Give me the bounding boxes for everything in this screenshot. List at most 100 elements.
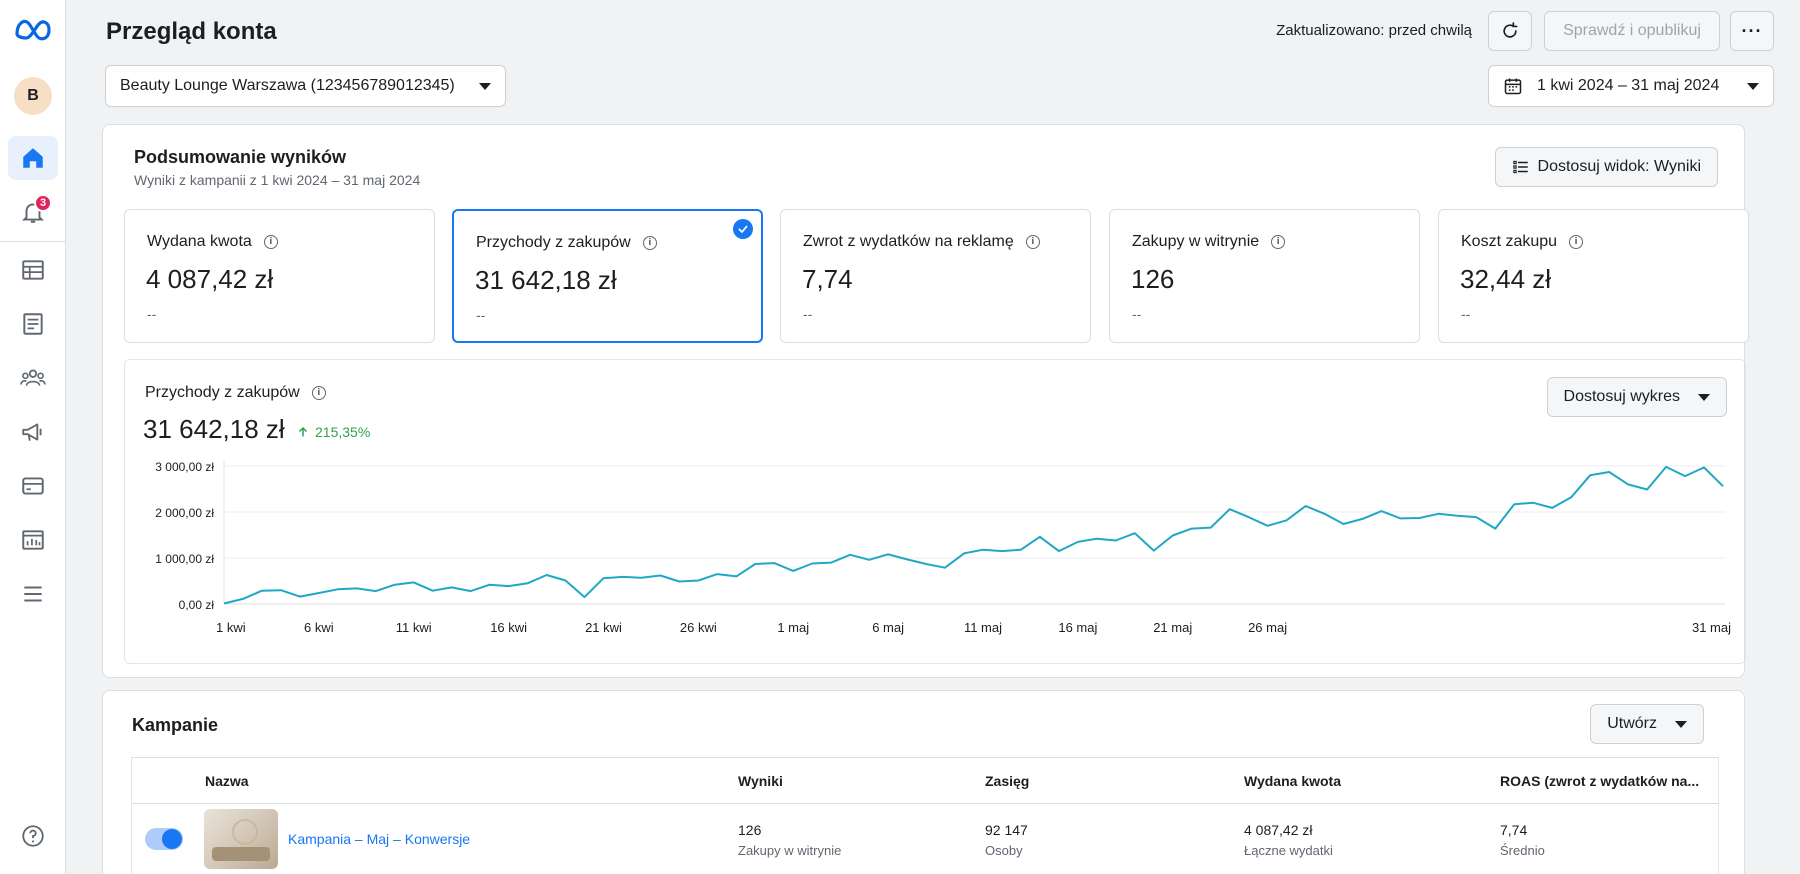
campaigns-title: Kampanie: [132, 715, 219, 735]
results-value: 126: [738, 822, 762, 838]
column-header-reach[interactable]: Zasięg: [985, 773, 1030, 789]
metric-label: Wydana kwota: [147, 233, 252, 250]
notification-badge: 3: [34, 194, 52, 212]
metric-card-roas[interactable]: Zwrot z wydatków na reklamę i 7,74 --: [780, 209, 1091, 343]
news-icon: [23, 313, 43, 335]
sidebar-item-audiences[interactable]: [8, 356, 58, 400]
info-icon[interactable]: i: [263, 235, 278, 249]
meta-logo[interactable]: [13, 16, 53, 44]
roas-sub: Średnio: [1500, 843, 1545, 858]
create-button[interactable]: Utwórz: [1590, 704, 1704, 744]
metric-label: Zwrot z wydatków na reklamę: [803, 233, 1014, 250]
column-header-spend[interactable]: Wydana kwota: [1244, 773, 1341, 789]
list-settings-icon: [1512, 160, 1528, 174]
billing-icon: [22, 477, 44, 495]
metric-card-spend[interactable]: Wydana kwota i 4 087,42 zł --: [124, 209, 435, 343]
refresh-icon: [1503, 22, 1518, 38]
column-header-results[interactable]: Wyniki: [738, 773, 783, 789]
x-tick-label: 21 kwi: [585, 620, 622, 635]
info-icon[interactable]: i: [1025, 235, 1040, 249]
column-header-roas[interactable]: ROAS (zwrot z wydatków na...: [1500, 773, 1700, 789]
chart-delta-value: 215,35%: [315, 424, 371, 440]
chevron-down-icon: [1698, 393, 1710, 401]
sidebar-item-reports[interactable]: [8, 518, 58, 562]
review-publish-button[interactable]: Sprawdź i opublikuj: [1544, 11, 1720, 51]
arrow-up-icon: [298, 426, 308, 437]
customize-chart-label: Dostosuj wykres: [1563, 388, 1680, 405]
megaphone-icon: [22, 423, 42, 441]
info-icon[interactable]: i: [642, 236, 657, 250]
sidebar-item-billing[interactable]: [8, 464, 58, 508]
metric-delta: --: [1132, 306, 1142, 322]
chevron-down-icon: [1747, 82, 1759, 90]
date-range-select[interactable]: 1 kwi 2024 – 31 maj 2024: [1488, 65, 1774, 107]
account-select-label: Beauty Lounge Warszawa (123456789012345): [120, 77, 455, 94]
updated-status: Zaktualizowano: przed chwilą: [1276, 22, 1472, 39]
x-tick-label: 21 maj: [1153, 620, 1192, 635]
column-header-name[interactable]: Nazwa: [205, 773, 249, 789]
calendar-icon: [1504, 78, 1522, 95]
info-icon[interactable]: i: [1569, 235, 1584, 249]
home-icon: [23, 148, 43, 168]
performance-summary-card: Podsumowanie wyników Wyniki z kampanii z…: [102, 124, 1749, 678]
metric-value: 31 642,18 zł: [475, 265, 617, 295]
customize-view-button[interactable]: Dostosuj widok: Wyniki: [1494, 147, 1718, 187]
metric-value: 32,44 zł: [1460, 264, 1552, 294]
sidebar-divider: [0, 241, 66, 242]
metric-delta: --: [476, 307, 486, 323]
x-tick-label: 26 kwi: [680, 620, 717, 635]
spend-value: 4 087,42 zł: [1244, 822, 1313, 838]
metric-value: 126: [1131, 264, 1175, 294]
sidebar-item-all-tools[interactable]: [8, 572, 58, 616]
summary-subtitle: Wyniki z kampanii z 1 kwi 2024 – 31 maj …: [134, 172, 421, 188]
x-tick-label: 6 maj: [872, 620, 904, 635]
sidebar-item-campaigns[interactable]: [8, 410, 58, 454]
more-options-button[interactable]: ···: [1730, 11, 1774, 51]
campaigns-card: Kampanie Utwórz Nazwa Wyniki Zasięg Wyda…: [102, 690, 1745, 874]
y-tick-label: 3 000,00 zł: [155, 460, 214, 474]
avatar[interactable]: B: [14, 77, 52, 115]
reach-value: 92 147: [985, 822, 1028, 838]
help-icon: [22, 825, 44, 847]
series-line[interactable]: [223, 465, 1724, 605]
chevron-down-icon: [479, 82, 491, 90]
cell-spend: 4 087,42 zł Łączne wydatki: [1244, 822, 1333, 858]
x-tick-label: 31 maj: [1692, 620, 1731, 635]
metric-delta: --: [1461, 306, 1471, 322]
x-tick-label: 1 kwi: [216, 620, 246, 635]
sidebar-item-ads-manager[interactable]: [8, 248, 58, 292]
metric-card-cost-per-purchase[interactable]: Koszt zakupu i 32,44 zł --: [1438, 209, 1749, 343]
page-title: Przegląd konta: [106, 18, 277, 45]
campaign-toggle[interactable]: [145, 828, 183, 850]
account-select[interactable]: Beauty Lounge Warszawa (123456789012345): [105, 65, 506, 107]
refresh-button[interactable]: [1488, 11, 1532, 51]
info-icon[interactable]: i: [311, 386, 326, 400]
create-label: Utwórz: [1607, 715, 1657, 732]
reach-sub: Osoby: [985, 843, 1023, 858]
x-tick-label: 11 maj: [964, 620, 1002, 635]
x-tick-label: 16 kwi: [490, 620, 527, 635]
roas-value: 7,74: [1500, 822, 1528, 838]
y-tick-label: 2 000,00 zł: [155, 506, 214, 520]
customize-view-label: Dostosuj widok: Wyniki: [1537, 158, 1701, 175]
table-row[interactable]: Kampania – Maj – Konwersje 126 Zakupy w …: [132, 804, 1718, 874]
x-tick-label: 16 maj: [1058, 620, 1097, 635]
campaign-thumbnail: [204, 809, 278, 869]
menu-icon: [24, 586, 42, 602]
metric-card-purchase-revenue[interactable]: Przychody z zakupów i 31 642,18 zł --: [452, 209, 763, 343]
metric-card-website-purchases[interactable]: Zakupy w witrynie i 126 --: [1109, 209, 1420, 343]
sidebar-item-home[interactable]: [8, 136, 58, 180]
cell-reach: 92 147 Osoby: [985, 822, 1028, 858]
campaign-name-link[interactable]: Kampania – Maj – Konwersje: [288, 831, 471, 847]
sidebar-item-pages[interactable]: [8, 302, 58, 346]
chart-delta: 215,35%: [297, 424, 370, 440]
y-tick-label: 0,00 zł: [179, 598, 215, 612]
sidebar-item-notifications[interactable]: 3: [8, 190, 58, 234]
metric-label: Zakupy w witrynie: [1132, 233, 1260, 250]
sidebar-item-help[interactable]: [8, 814, 58, 858]
campaigns-table: Nazwa Wyniki Zasięg Wydana kwota ROAS (z…: [131, 757, 1719, 874]
info-icon[interactable]: i: [1271, 235, 1286, 249]
customize-chart-button[interactable]: Dostosuj wykres: [1546, 377, 1727, 417]
report-icon: [22, 530, 44, 550]
x-tick-label: 6 kwi: [304, 620, 334, 635]
